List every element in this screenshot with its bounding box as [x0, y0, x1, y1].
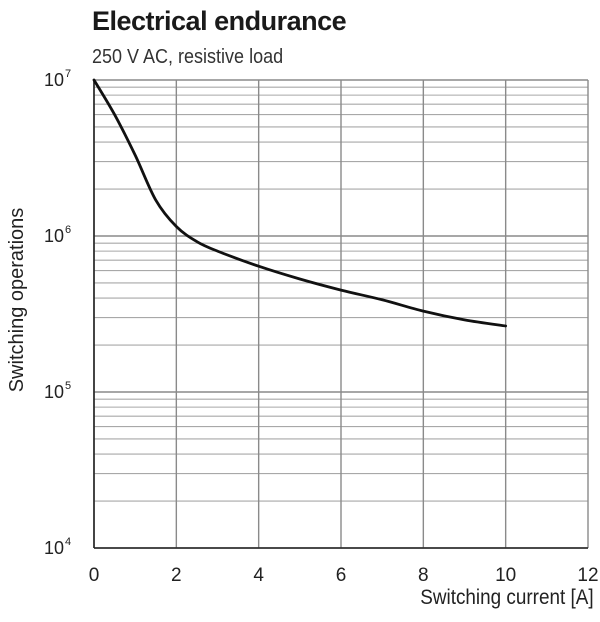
y-tick-exponent: 7: [65, 68, 71, 80]
x-axis-label: Switching current [A]: [420, 586, 594, 609]
y-tick-base: 10: [44, 538, 64, 558]
x-tick-label: 12: [577, 565, 598, 586]
endurance-curve: [92, 78, 508, 328]
chart-title: Electrical endurance: [92, 6, 347, 36]
y-tick-exponent: 5: [65, 380, 71, 392]
y-tick-label: 10: [44, 382, 64, 402]
x-tick-label: 10: [495, 565, 516, 586]
y-tick-base: 10: [44, 382, 64, 402]
y-tick-base: 10: [44, 70, 64, 90]
y-tick-exponent: 4: [65, 536, 71, 548]
x-tick-label: 4: [253, 565, 264, 586]
x-tick-label: 2: [171, 565, 182, 586]
y-tick-label: 10: [44, 226, 64, 246]
chart-subtitle: 250 V AC, resistive load: [92, 46, 284, 68]
y-tick-base: 10: [44, 226, 64, 246]
x-tick-label: 8: [418, 565, 429, 586]
y-tick-label: 10: [44, 538, 64, 558]
y-tick-label: 10: [44, 70, 64, 90]
y-tick-exponent: 6: [65, 224, 71, 236]
x-tick-label: 6: [336, 565, 347, 586]
x-tick-label: 0: [89, 565, 100, 586]
